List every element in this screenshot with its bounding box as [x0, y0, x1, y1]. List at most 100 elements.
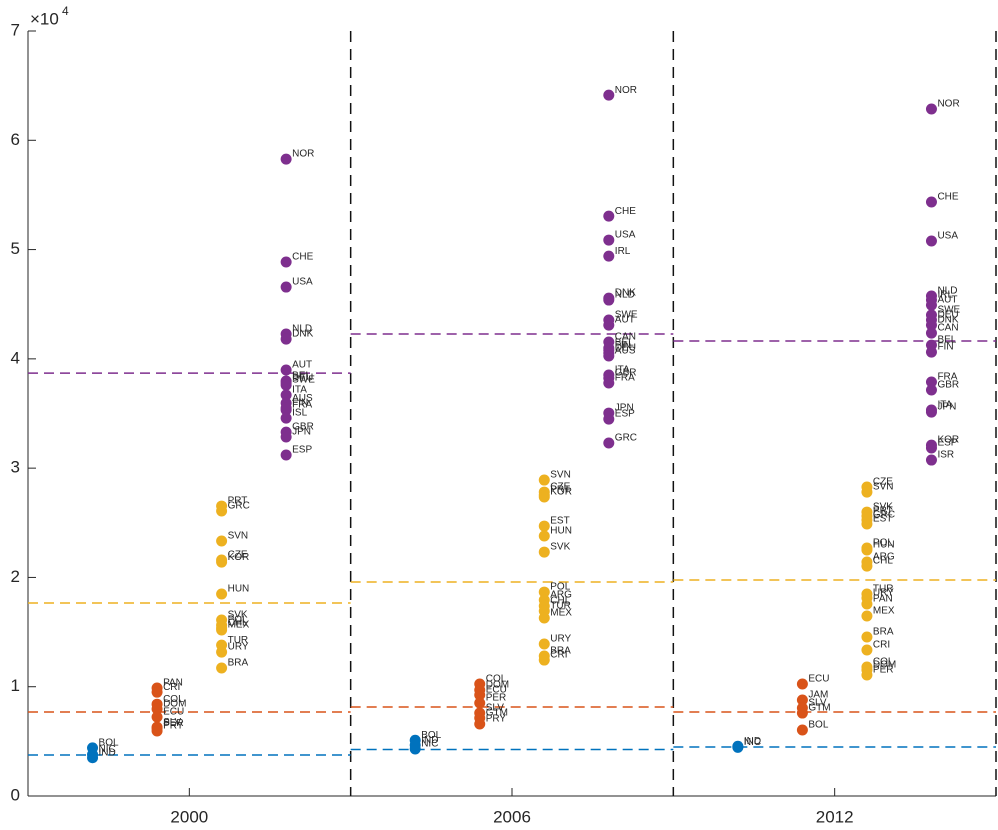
point-label: MEX — [228, 620, 250, 631]
point-label: FIN — [615, 340, 631, 351]
point-label: CZE — [228, 550, 248, 561]
point — [87, 752, 99, 764]
point-label: DEU — [937, 310, 958, 321]
point-label: ESP — [615, 409, 635, 420]
point — [216, 662, 228, 674]
point — [538, 546, 550, 558]
point-label: ESP — [292, 445, 312, 456]
point-label: EST — [550, 516, 569, 527]
point-label: SVK — [228, 610, 248, 621]
point-label: NOR — [937, 99, 959, 110]
point — [151, 703, 163, 715]
point — [925, 442, 937, 454]
point-label: EST — [873, 514, 892, 525]
y-tick-label: 4 — [11, 348, 20, 367]
point — [603, 377, 615, 389]
point — [538, 638, 550, 650]
point — [280, 389, 292, 401]
point-label: PAN — [163, 678, 183, 689]
point-label: NLD — [292, 324, 312, 335]
point-label: POL — [228, 615, 248, 626]
point — [216, 624, 228, 636]
point — [216, 535, 228, 547]
point — [603, 437, 615, 449]
point — [216, 588, 228, 600]
point-label: GBR — [937, 380, 959, 391]
y-exponent-power: 4 — [62, 4, 69, 18]
point-label: GRC — [228, 501, 250, 512]
point-label: HUN — [873, 540, 895, 551]
point — [538, 530, 550, 542]
point-label: SWE — [615, 310, 638, 321]
point-label: GTM — [486, 708, 508, 719]
y-tick-label: 0 — [11, 785, 20, 804]
point — [538, 586, 550, 598]
point-label: AUT — [292, 360, 312, 371]
point-label: ISR — [937, 450, 954, 461]
point — [280, 256, 292, 268]
point — [925, 406, 937, 418]
point — [216, 505, 228, 517]
point — [603, 350, 615, 362]
point-label: MEX — [550, 608, 572, 619]
point-label: DEU — [292, 373, 313, 384]
point-label: JAM — [808, 690, 828, 701]
point-label: PER — [486, 693, 507, 704]
point-label: SWE — [292, 375, 315, 386]
point-label: JPN — [937, 402, 956, 413]
point-label: AUS — [615, 346, 636, 357]
point-label: TUR — [228, 635, 249, 646]
point-label: PRT — [873, 506, 893, 517]
point — [925, 299, 937, 311]
point — [861, 598, 873, 610]
point — [280, 364, 292, 376]
point — [861, 669, 873, 681]
point-label: GBR — [292, 422, 314, 433]
point-label: CHE — [615, 206, 636, 217]
point — [280, 281, 292, 293]
point-label: BOL — [808, 720, 828, 731]
point — [925, 103, 937, 115]
point-label: BOL — [421, 730, 441, 741]
point-label: POL — [550, 582, 570, 593]
point-label: IND — [744, 736, 761, 747]
point — [925, 346, 937, 358]
point-label: BRA — [228, 658, 249, 669]
point-label: USA — [937, 231, 958, 242]
point-label: COL — [486, 674, 507, 685]
point-label: URY — [228, 642, 249, 653]
point-label: PRY — [163, 721, 184, 732]
point-label: GRC — [615, 433, 637, 444]
point-label: POL — [873, 538, 893, 549]
point-label: ARG — [550, 590, 572, 601]
point-label: DOM — [163, 699, 186, 710]
point-label: MEX — [873, 606, 895, 617]
point-label: URY — [873, 588, 894, 599]
point — [280, 431, 292, 443]
point-label: PRT — [550, 485, 570, 496]
point-label: SVK — [550, 542, 570, 553]
point-label: SVN — [550, 470, 571, 481]
point — [925, 319, 937, 331]
point-label: NOR — [615, 85, 637, 96]
point — [925, 454, 937, 466]
point — [280, 449, 292, 461]
point-label: FRA — [292, 400, 312, 411]
point-label: PER — [163, 718, 184, 729]
point — [280, 153, 292, 165]
y-tick-label: 6 — [11, 130, 20, 149]
point — [280, 333, 292, 345]
point — [151, 711, 163, 723]
point — [151, 725, 163, 737]
point-label: AUT — [615, 315, 635, 326]
point-label: USA — [615, 230, 636, 241]
point — [861, 631, 873, 643]
y-tick-label: 2 — [11, 567, 20, 586]
point — [538, 491, 550, 503]
point-label: GTM — [808, 703, 830, 714]
point-label: FIN — [937, 342, 953, 353]
point-label: ITA — [615, 365, 630, 376]
point-label: PAN — [873, 594, 893, 605]
point-label: CHL — [873, 556, 893, 567]
point-label: IRL — [615, 246, 631, 257]
